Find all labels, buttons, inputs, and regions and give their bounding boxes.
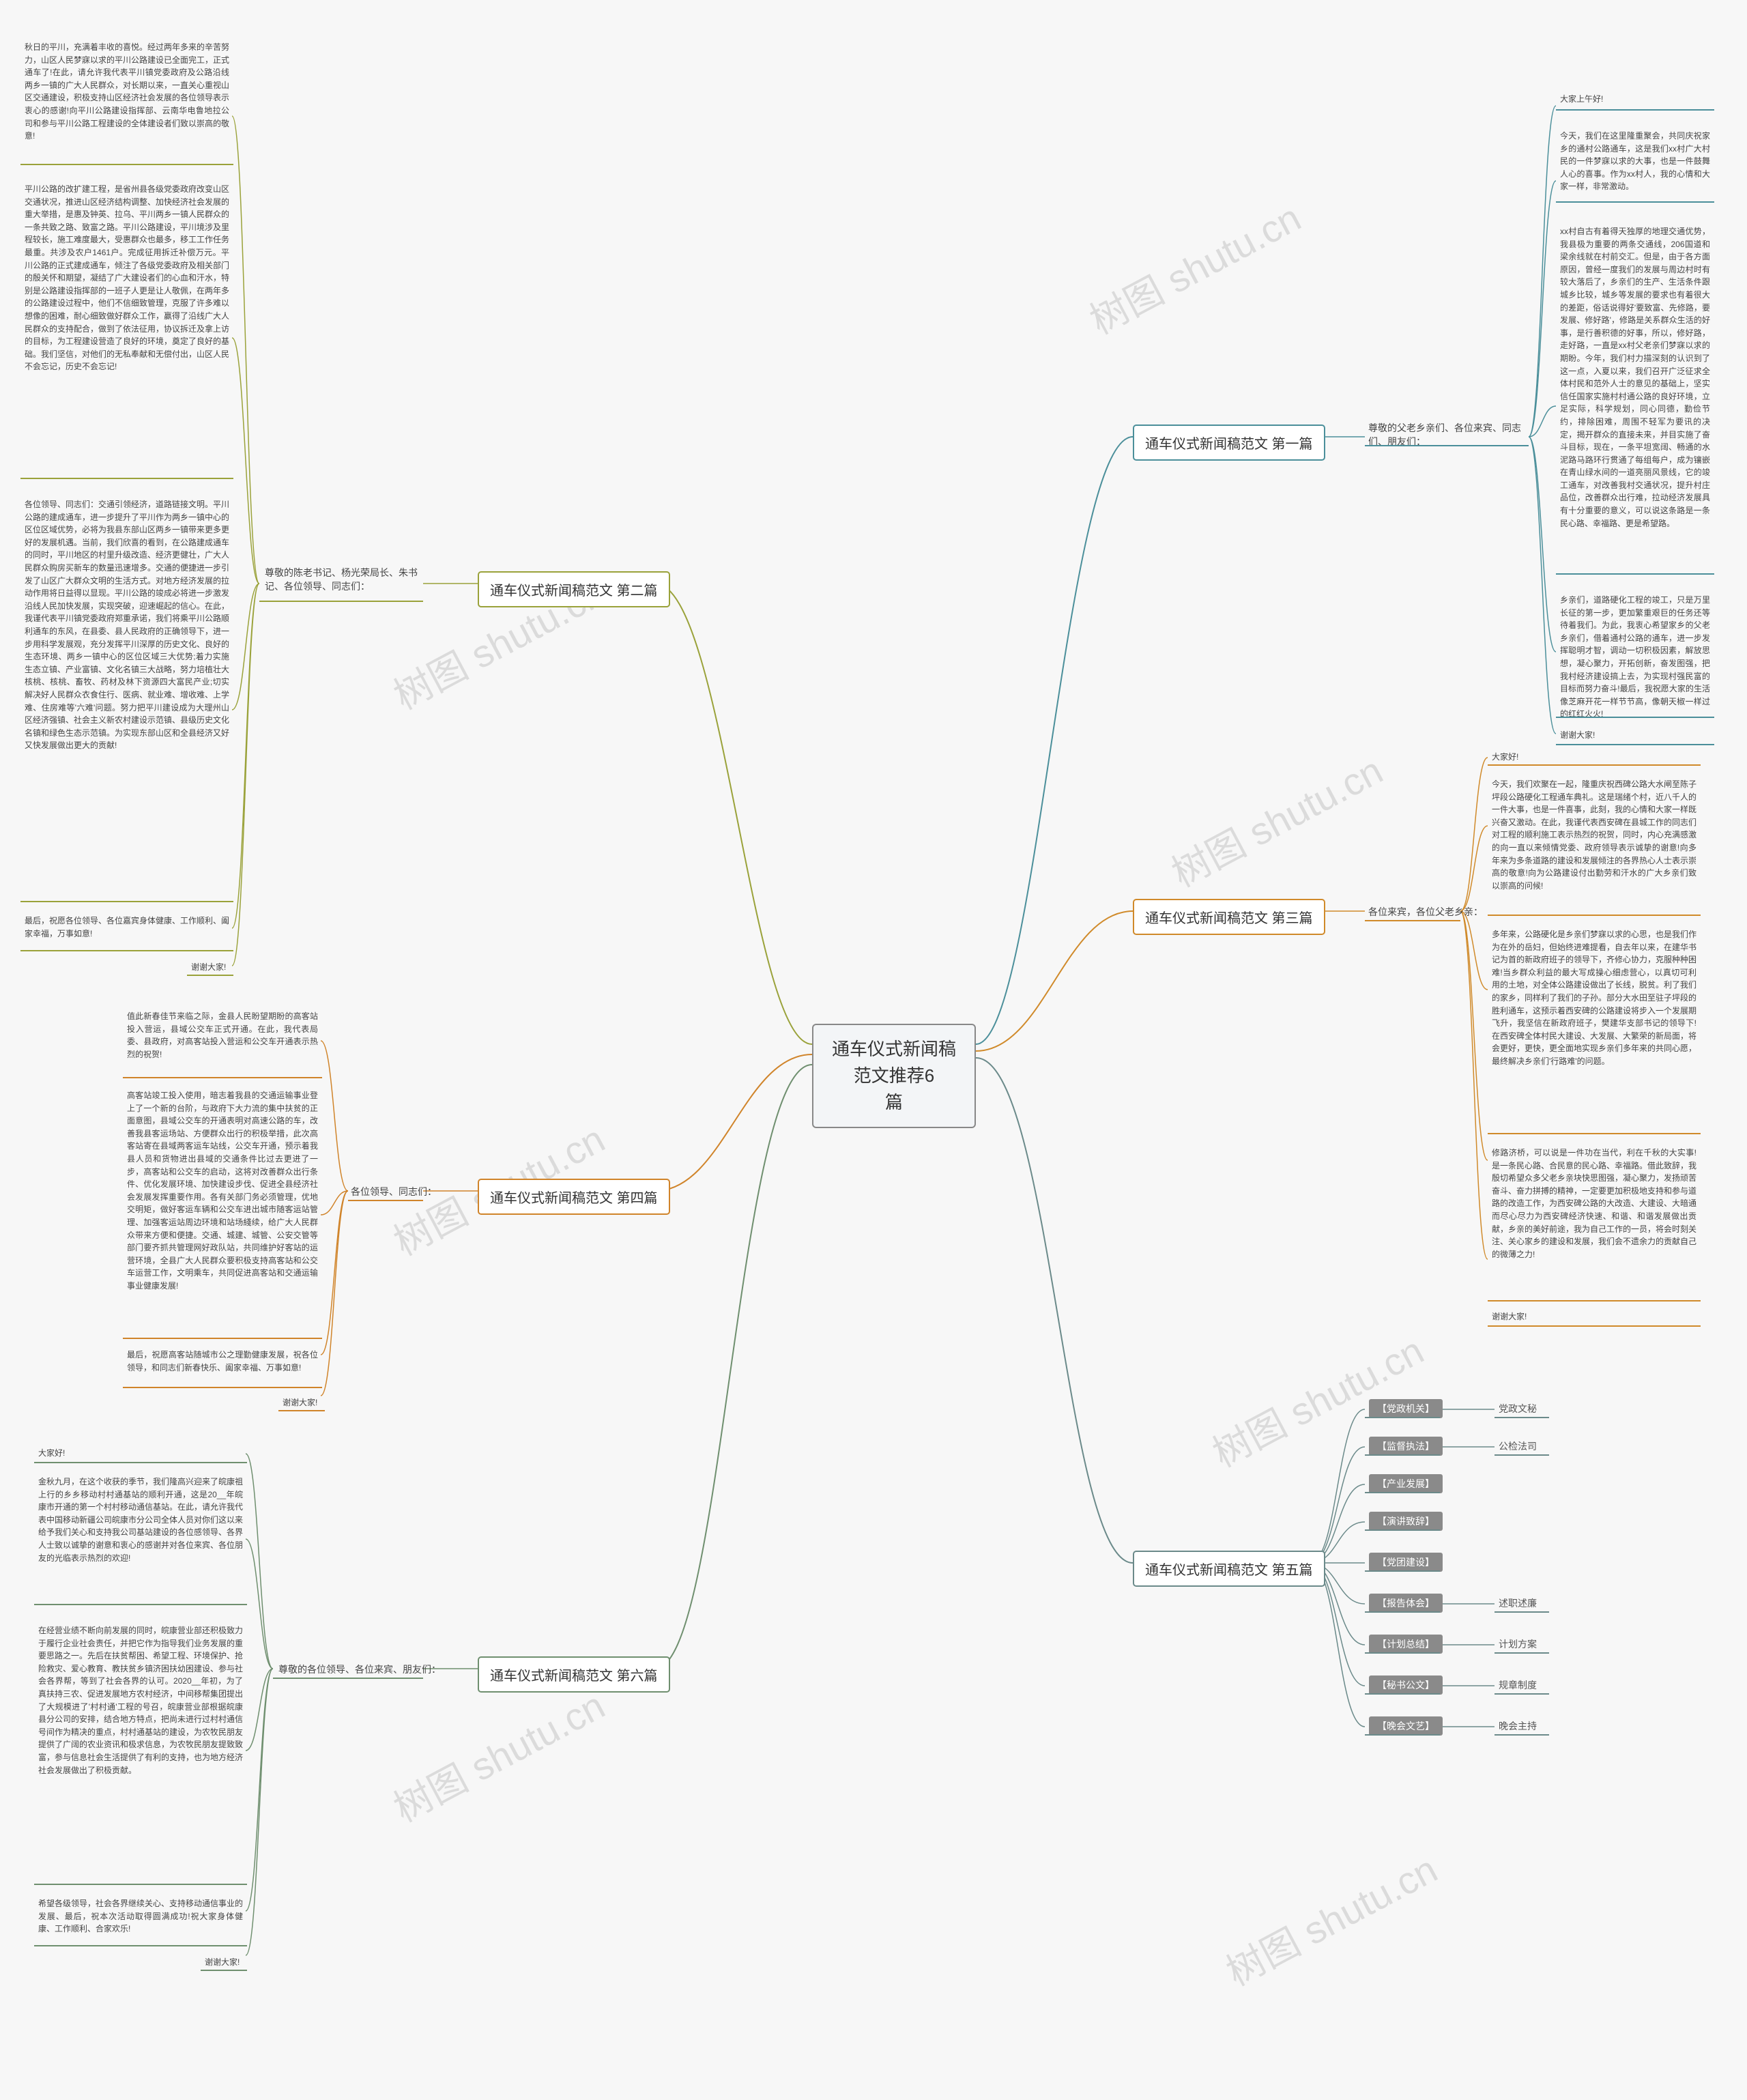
watermark: 树图 shutu.cn [383, 1675, 613, 1833]
branch-3[interactable]: 通车仪式新闻稿范文 第三篇 [1133, 899, 1325, 935]
b3-p4: 谢谢大家! [1492, 1310, 1697, 1323]
watermark: 树图 shutu.cn [1215, 1839, 1446, 1997]
b6-p1: 金秋九月，在这个收获的季节，我们隆高兴迎来了皖康祖上行的乡乡移动村村通基站的顺利… [38, 1476, 243, 1564]
b6-p3: 希望各级领导，社会各界继续关心、支持移动通信事业的发展、最后，祝本次活动取得圆满… [38, 1897, 243, 1936]
b5-tag-label-0: 党政文秘 [1499, 1402, 1537, 1415]
b5-tag-label-5: 述职述廉 [1499, 1596, 1537, 1610]
watermark: 树图 shutu.cn [1079, 188, 1310, 345]
branch-6-sub: 尊敬的各位领导、各位来宾、朋友们： [278, 1663, 441, 1676]
b2-p1: 平川公路的改扩建工程，是省州县各级党委政府改变山区交通状况，推进山区经济结构调整… [25, 183, 229, 373]
branch-1[interactable]: 通车仪式新闻稿范文 第一篇 [1133, 425, 1325, 461]
b3-p3: 修路济桥，可以说是一件功在当代，利在千秋的大实事!是一条民心路、合民意的民心路、… [1492, 1147, 1697, 1261]
b1-p0: 大家上午好! [1560, 93, 1710, 106]
b5-tag-label-1: 公检法司 [1499, 1439, 1537, 1453]
b2-p4: 谢谢大家! [191, 961, 232, 974]
b5-tag-7[interactable]: 【秘书公文】 [1369, 1675, 1443, 1695]
branch-5[interactable]: 通车仪式新闻稿范文 第五篇 [1133, 1551, 1325, 1587]
b5-tag-6[interactable]: 【计划总结】 [1369, 1635, 1443, 1654]
b2-p2: 各位领导、同志们：交通引领经济，道路链接文明。平川公路的建成通车，进一步提升了平… [25, 498, 229, 752]
b3-p0: 大家好! [1492, 751, 1697, 764]
branch-4[interactable]: 通车仪式新闻稿范文 第四篇 [478, 1179, 670, 1215]
center-node[interactable]: 通车仪式新闻稿范文推荐6 篇 [812, 1024, 976, 1128]
branch-4-sub: 各位领导、同志们： [351, 1185, 437, 1198]
b5-tag-1[interactable]: 【监督执法】 [1369, 1437, 1443, 1456]
b3-p2: 多年来，公路硬化是乡亲们梦寐以求的心思，也是我们作为在外的岳妇，但始终进难提看，… [1492, 928, 1697, 1068]
b5-tag-label-6: 计划方案 [1499, 1637, 1537, 1651]
b5-tag-label-8: 晚会主持 [1499, 1719, 1537, 1733]
b5-tag-4[interactable]: 【党团建设】 [1369, 1553, 1443, 1572]
b6-p4: 谢谢大家! [205, 1956, 246, 1969]
center-line1: 通车仪式新闻稿范文推荐6 [832, 1039, 956, 1086]
b1-p2: xx村自古有着得天独厚的地理交通优势，我县极为重要的两条交通线，206国道和梁余… [1560, 225, 1710, 530]
b2-p3: 最后，祝愿各位领导、各位嘉宾身体健康、工作顺利、阖家幸福，万事如意! [25, 915, 229, 940]
b2-p0: 秋日的平川，充满着丰收的喜悦。经过两年多来的辛苦努力，山区人民梦寐以求的平川公路… [25, 41, 229, 143]
b4-p0: 值此新春佳节来临之际，金县人民盼望期盼的高客站投入营运，县域公交车正式开通。在此… [127, 1010, 318, 1061]
b1-p1: 今天，我们在这里隆重聚会，共同庆祝家乡的通村公路通车，这是我们xx村广大村民的一… [1560, 130, 1710, 193]
b5-tag-5[interactable]: 【报告体会】 [1369, 1594, 1443, 1613]
b5-tag-2[interactable]: 【产业发展】 [1369, 1474, 1443, 1493]
watermark: 树图 shutu.cn [1161, 740, 1391, 898]
branch-3-sub: 各位来宾，各位父老乡亲： [1368, 905, 1483, 919]
b4-p1: 高客站竣工投入使用，暗志着我县的交通运输事业登上了一个新的台阶，与政府下大力流的… [127, 1089, 318, 1293]
branch-6[interactable]: 通车仪式新闻稿范文 第六篇 [478, 1656, 670, 1693]
b4-p3: 谢谢大家! [283, 1396, 323, 1409]
b5-tag-label-7: 规章制度 [1499, 1678, 1537, 1692]
b6-p2: 在经营业绩不断向前发展的同时，皖康营业部还积极致力于履行企业社会责任，并把它作为… [38, 1624, 243, 1777]
b1-p3: 乡亲们，道路硬化工程的竣工，只是万里长征的第一步，更加繁重艰巨的任务还等待着我们… [1560, 594, 1710, 721]
b5-tag-8[interactable]: 【晚会文艺】 [1369, 1716, 1443, 1736]
b4-p2: 最后，祝愿高客站随城市公之理勤健康发展，祝各位领导，和同志们新春快乐、阖家幸福、… [127, 1349, 318, 1374]
b6-p0: 大家好! [38, 1447, 243, 1460]
branch-2-sub: 尊敬的陈老书记、杨光荣局长、朱书记、各位领导、同志们： [265, 566, 422, 593]
b5-tag-3[interactable]: 【演讲致辞】 [1369, 1512, 1443, 1531]
b5-tag-0[interactable]: 【党政机关】 [1369, 1399, 1443, 1418]
branch-2[interactable]: 通车仪式新闻稿范文 第二篇 [478, 571, 670, 607]
b3-p1: 今天，我们欢聚在一起，隆重庆祝西碑公路大水闸至陈子坪段公路硬化工程通车典礼。这是… [1492, 778, 1697, 892]
b1-p4: 谢谢大家! [1560, 729, 1710, 742]
center-line2: 篇 [885, 1092, 903, 1112]
